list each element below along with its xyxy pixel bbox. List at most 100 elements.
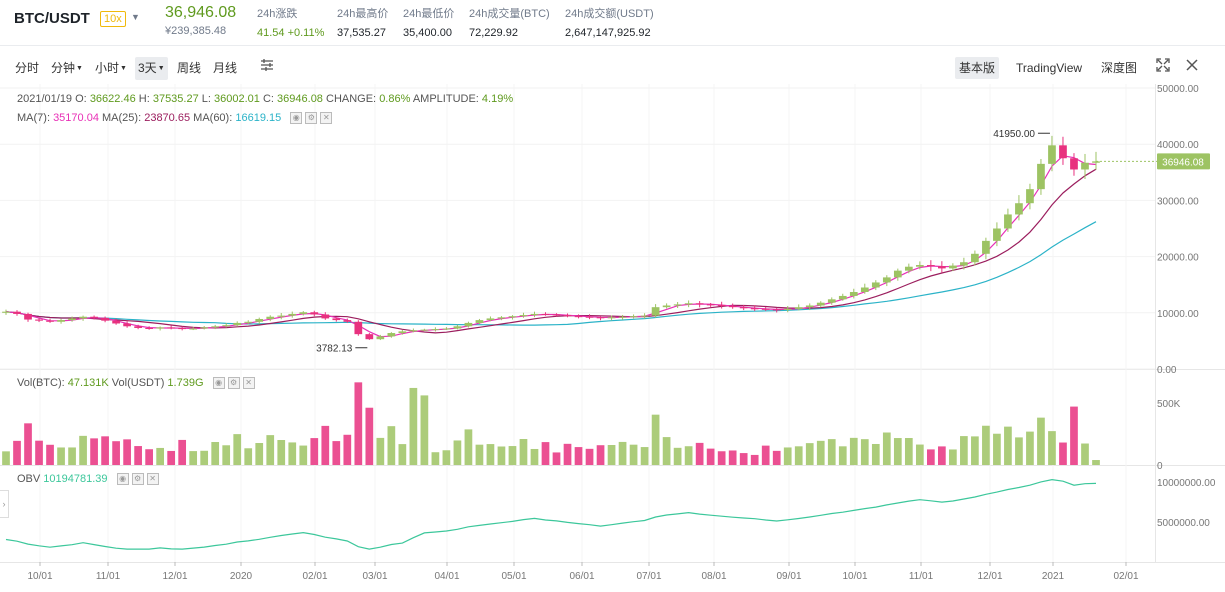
volume-bar: [365, 407, 374, 465]
volume-bar: [35, 440, 43, 465]
volume-bar: [519, 439, 528, 465]
candle-body: [673, 304, 682, 306]
candle-body: [266, 316, 275, 319]
indicator-icon[interactable]: [256, 57, 278, 80]
gear-icon[interactable]: ⚙: [305, 112, 318, 125]
legend-ma60-label: MA(60):: [193, 112, 233, 124]
view-tradingview[interactable]: TradingView: [1016, 61, 1083, 75]
fullscreen-icon[interactable]: [1151, 57, 1175, 80]
volume-bar: [750, 454, 759, 465]
volume-bar: [145, 449, 153, 465]
volume-bar: [1092, 460, 1100, 465]
eye-icon[interactable]: ◉: [116, 473, 129, 486]
interval-minute[interactable]: 分钟▼: [48, 57, 86, 80]
y-tick-label: 10000.00: [1157, 309, 1199, 320]
stat-label: 24h最高价: [337, 8, 389, 20]
volume-bar: [949, 449, 957, 465]
interval-timeline[interactable]: 分时: [15, 61, 40, 75]
legend-ma25: 23870.65: [144, 112, 191, 124]
candle-body: [772, 309, 781, 311]
ma-line: [5, 221, 1097, 326]
obv-legend: OBV 10194781.39 ◉ ⚙ ✕: [17, 473, 162, 486]
volume-bar: [453, 440, 462, 465]
candle-body: [442, 328, 451, 330]
volume-bar: [706, 448, 715, 465]
volume-bar: [607, 445, 616, 465]
volume-bar: [1081, 443, 1089, 465]
interval-week[interactable]: 周线: [177, 61, 202, 75]
last-price-tag-label: 36946.08: [1162, 157, 1204, 168]
y-tick-label: 500K: [1157, 399, 1181, 410]
volume-bar: [904, 438, 913, 465]
volume-bar: [552, 452, 561, 465]
stat-value: 37,535.27: [337, 27, 386, 39]
chart-grid: [0, 84, 1225, 566]
candle-body: [816, 302, 825, 306]
stat-label: 24h成交额(USDT): [565, 8, 654, 20]
close-icon[interactable]: [1180, 57, 1204, 80]
gear-icon[interactable]: ⚙: [227, 377, 240, 390]
volume-bar: [167, 450, 176, 465]
volume-bar: [277, 440, 286, 465]
stat-24h-low: 24h最低价 35,400.00: [403, 5, 454, 39]
close-icon[interactable]: ✕: [242, 377, 255, 390]
volume-bar: [849, 437, 858, 465]
y-tick-label: 0.00: [1157, 365, 1177, 376]
x-tick-label: 10/01: [842, 571, 867, 582]
legend-o-label: O:: [75, 93, 87, 105]
volume-legend-controls: ◉ ⚙ ✕: [212, 377, 258, 390]
ma-line: [5, 155, 1097, 338]
close-icon[interactable]: ✕: [146, 473, 159, 486]
candle-body: [651, 307, 660, 316]
volume-bar: [244, 448, 253, 465]
legend-vol-usdt: 1.739G: [167, 377, 204, 389]
y-axis-labels: 50000.00 40000.00 30000.00 20000.00 10000.00…: [1157, 84, 1216, 529]
legend-c-label: C:: [262, 93, 274, 105]
legend-vol-btc-label: Vol(BTC):: [17, 377, 65, 389]
x-tick-label: 10/01: [27, 571, 52, 582]
candle-body: [475, 320, 484, 323]
interval-hour[interactable]: 小时▼: [92, 57, 130, 80]
chevron-right-icon[interactable]: ›: [0, 490, 9, 518]
eye-icon[interactable]: ◉: [290, 112, 303, 125]
candle-body: [871, 282, 880, 288]
candle-body: [552, 314, 561, 316]
legend-obv: 10194781.39: [43, 473, 108, 485]
ma-legend: MA(7): 35170.04 MA(25): 23870.65 MA(60):…: [17, 112, 335, 125]
volume-bar: [805, 443, 814, 465]
y-tick-label: 20000.00: [1157, 253, 1199, 264]
candle-body: [618, 316, 627, 318]
legend-ma25-label: MA(25):: [102, 112, 142, 124]
candle-body: [541, 313, 550, 315]
candle-body: [288, 313, 297, 316]
x-tick-label: 11/01: [909, 571, 934, 582]
interval-3day[interactable]: 3天▼: [135, 57, 168, 80]
pair-name[interactable]: BTC/USDT: [14, 10, 90, 27]
x-tick-label: 09/01: [776, 571, 801, 582]
volume-bar: [464, 429, 473, 465]
volume-bar: [640, 447, 649, 465]
candle-body: [1081, 162, 1089, 170]
volume-bar: [673, 447, 682, 465]
eye-icon[interactable]: ◉: [212, 377, 225, 390]
candle-body: [904, 266, 913, 271]
close-icon[interactable]: ✕: [320, 112, 333, 125]
volume-bar: [266, 435, 275, 465]
gear-icon[interactable]: ⚙: [131, 473, 144, 486]
view-depth[interactable]: 深度图: [1101, 61, 1138, 75]
volume-bar: [211, 442, 220, 465]
candle-body: [783, 308, 792, 310]
kline-chart[interactable]: 50000.00 40000.00 30000.00 20000.00 10000.00…: [0, 84, 1225, 592]
chevron-down-icon[interactable]: ▼: [131, 12, 140, 22]
chevron-down-icon: ▼: [157, 64, 165, 72]
view-basic[interactable]: 基本版: [955, 57, 1000, 79]
chart-toolbar: 分时 分钟▼ 小时▼ 3天▼ 周线 月线 基本版 TradingView 深度图: [0, 53, 1225, 83]
candle-body: [57, 320, 65, 322]
volume-bar: [695, 442, 704, 465]
interval-month[interactable]: 月线: [213, 61, 238, 75]
leverage-badge[interactable]: 10x: [100, 11, 126, 27]
volume-bar: [1059, 442, 1067, 465]
candle-body: [244, 321, 253, 323]
candle-body: [519, 315, 528, 317]
legend-l-label: L:: [201, 93, 211, 105]
